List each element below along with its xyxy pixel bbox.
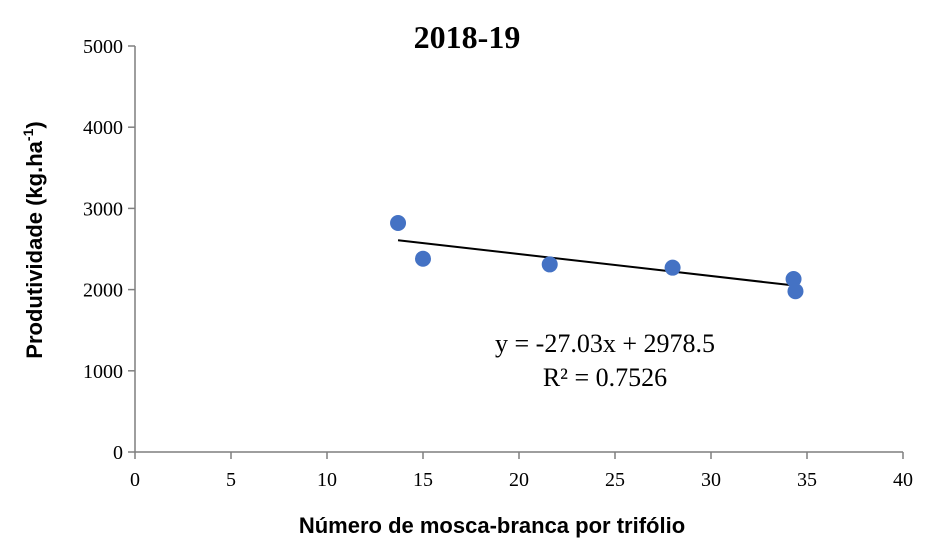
data-point — [390, 215, 407, 232]
data-points — [390, 215, 804, 300]
x-ticks: 0 5 10 15 20 25 30 35 40 — [130, 452, 913, 491]
svg-text:Produtividade (kg.ha-1): Produtividade (kg.ha-1) — [20, 121, 47, 358]
y-tick-label: 5000 — [83, 36, 123, 58]
trendline-equation: y = -27.03x + 2978.5 — [495, 329, 715, 358]
trendline — [397, 239, 796, 287]
x-tick-label: 20 — [509, 469, 529, 491]
data-point — [785, 271, 802, 288]
x-tick-label: 35 — [797, 469, 817, 491]
y-tick-label: 2000 — [83, 280, 123, 302]
y-tick-label: 0 — [113, 442, 123, 464]
data-point — [664, 259, 681, 276]
data-point — [415, 250, 431, 267]
x-tick-label: 30 — [701, 469, 721, 491]
x-tick-label: 0 — [130, 469, 140, 491]
y-axis-title-close: ) — [22, 121, 47, 128]
r-squared-label: R² = 0.7526 — [543, 363, 667, 392]
chart-title: 2018-19 — [414, 19, 521, 55]
y-tick-label: 4000 — [83, 117, 123, 139]
x-tick-label: 15 — [413, 469, 433, 491]
y-axis-title-main: Produtividade (kg.ha — [22, 140, 47, 358]
y-ticks: 0 1000 2000 3000 4000 5000 — [83, 36, 135, 464]
x-tick-label: 10 — [317, 469, 337, 491]
x-tick-label: 5 — [226, 469, 236, 491]
x-axis-title: Número de mosca-branca por trifólio — [299, 513, 685, 538]
x-tick-label: 40 — [893, 469, 913, 491]
x-tick-label: 25 — [605, 469, 625, 491]
y-axis-title-superscript: -1 — [20, 128, 36, 141]
y-tick-label: 1000 — [83, 361, 123, 383]
data-point — [787, 283, 804, 300]
data-point — [541, 256, 558, 273]
y-axis-title: Produtividade (kg.ha-1) — [20, 121, 47, 358]
y-tick-label: 3000 — [83, 198, 123, 220]
